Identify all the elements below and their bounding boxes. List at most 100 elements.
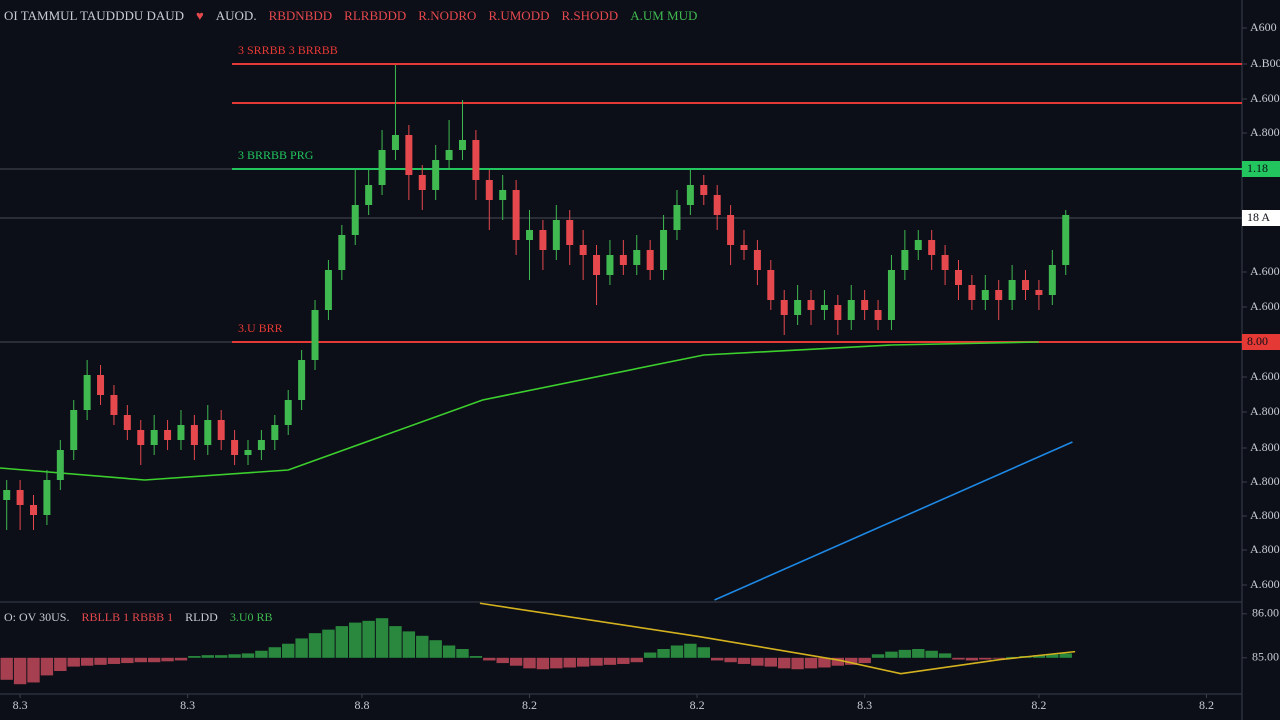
histogram-bar: [590, 657, 603, 666]
y-tick-label: A.600: [1250, 577, 1280, 591]
y-tick-label: A600: [1250, 20, 1277, 34]
candle-body: [204, 420, 212, 445]
histogram-bar: [1005, 656, 1019, 658]
histogram-bar: [617, 657, 630, 664]
candle-body: [579, 245, 587, 255]
candle-body: [767, 270, 775, 300]
candle-body: [820, 305, 828, 310]
histogram-bar: [912, 649, 925, 658]
histogram-bar: [965, 657, 979, 661]
candle-body: [954, 270, 962, 285]
candle-body: [660, 230, 668, 270]
histogram-bar: [536, 657, 550, 670]
candle-body: [887, 270, 895, 320]
candle-body: [70, 410, 78, 450]
header-item: RLRBDDD: [344, 8, 407, 23]
histogram-bar: [94, 657, 107, 665]
candle-body: [780, 300, 788, 315]
candle-body: [110, 395, 118, 415]
histogram-bar: [496, 657, 509, 664]
candle-body: [928, 240, 936, 255]
candle-body: [1048, 265, 1056, 295]
candle-body: [1008, 280, 1016, 300]
header-item: OI TAMMUL TAUDDDU DAUD: [4, 8, 185, 23]
histogram-bar: [322, 629, 335, 658]
candle-body: [566, 220, 574, 245]
candle-body: [1022, 280, 1030, 290]
histogram-bar: [952, 657, 965, 660]
indicator-y-tick-label: 86.00: [1252, 606, 1279, 620]
candle-body: [807, 300, 815, 310]
candle-body: [351, 205, 359, 235]
candle-body: [324, 270, 332, 310]
histogram-bar: [858, 657, 871, 664]
candle-body: [1035, 290, 1043, 295]
candle-body: [418, 175, 426, 190]
candle-body: [271, 425, 279, 440]
candle-body: [3, 490, 11, 500]
header-item: RBDNBDD: [268, 8, 333, 23]
candle-body: [526, 230, 534, 240]
histogram-bar: [1032, 655, 1046, 658]
histogram-bar: [13, 657, 27, 685]
candle-body: [56, 450, 64, 480]
histogram-bar: [737, 657, 751, 664]
price-tag: [1242, 210, 1280, 226]
candle-body: [472, 140, 480, 180]
indicator-title-item: 3.U0 RB: [229, 610, 273, 624]
candle-body: [445, 150, 453, 160]
candle-body: [753, 250, 761, 270]
indicator-title-item: RBLLB 1 RBBB 1: [81, 610, 174, 624]
candle-body: [552, 220, 560, 250]
histogram-bar: [710, 657, 724, 661]
moving-average: [0, 341, 1039, 481]
candle-body: [284, 400, 292, 425]
histogram-bar: [630, 657, 643, 663]
candle-body: [137, 430, 145, 445]
y-tick-label: A.800: [1250, 474, 1280, 488]
y-tick-label: A.800: [1250, 125, 1280, 139]
histogram-bar: [979, 657, 992, 660]
histogram-bar: [925, 650, 938, 658]
candle-body: [995, 290, 1003, 300]
histogram-bar: [308, 633, 322, 658]
price-tag-label: 18 A: [1247, 210, 1270, 224]
candle-body: [432, 160, 440, 190]
candle-body: [727, 215, 735, 245]
price-tag: [1242, 334, 1280, 350]
candle-body: [16, 490, 24, 505]
x-tick-label: 8.3: [13, 698, 28, 712]
price-tag-label: 8.00: [1247, 334, 1268, 348]
candle-body: [30, 505, 38, 515]
y-tick-label: A.800: [1250, 508, 1280, 522]
candle-body: [164, 430, 172, 440]
candle-body: [874, 310, 882, 320]
candle-body: [914, 240, 922, 250]
candle-body: [177, 425, 185, 440]
candle-body: [365, 185, 373, 205]
x-tick-label: 8.2: [1199, 698, 1214, 712]
histogram-bar: [201, 655, 214, 658]
histogram-bar: [898, 649, 912, 658]
indicator-title-item: RLDD: [185, 610, 218, 624]
candle-body: [43, 480, 51, 515]
indicator-title-item: O: OV 30US.: [4, 610, 70, 624]
candle-body: [458, 140, 466, 150]
indicator-title: O: OV 30US. RBLLB 1 RBBB 1 RLDD 3.U0 RB: [4, 610, 273, 625]
histogram-bar: [563, 657, 576, 668]
candle-body: [405, 135, 413, 175]
histogram-bar: [469, 656, 483, 658]
histogram-bar: [335, 626, 349, 658]
histogram-bar: [282, 643, 295, 658]
candle-body: [794, 300, 802, 315]
histogram-bar: [429, 640, 442, 658]
histogram-bar: [362, 620, 375, 658]
histogram-bar: [416, 635, 429, 658]
histogram-bar: [697, 647, 710, 658]
candle-body: [217, 420, 225, 440]
candle-body: [834, 305, 842, 320]
histogram-bar: [885, 651, 898, 658]
histogram-bar: [121, 657, 134, 664]
